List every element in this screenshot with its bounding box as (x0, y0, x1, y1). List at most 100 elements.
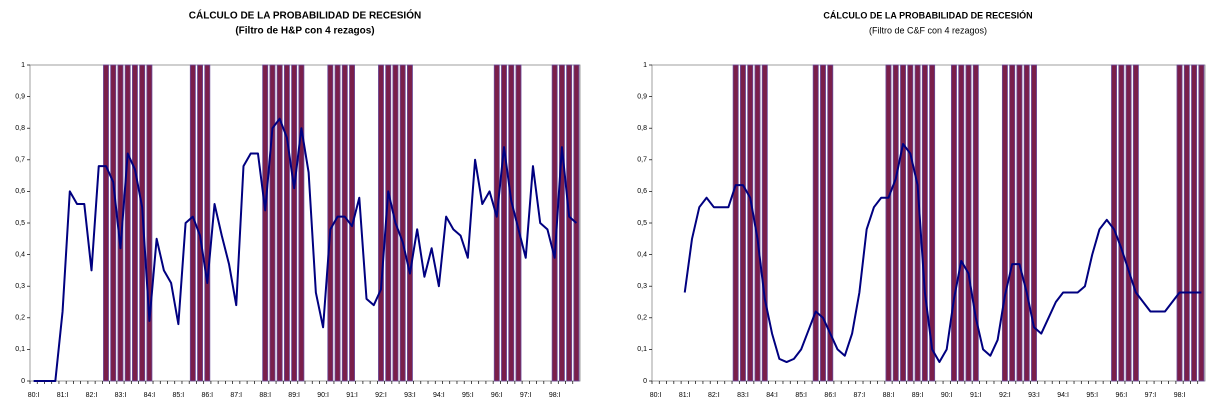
x-tick-label: 83:I (115, 392, 127, 399)
y-tick-label: 0,1 (637, 346, 647, 353)
recession-bar (761, 64, 768, 382)
y-tick-label: 0,5 (637, 220, 647, 227)
x-tick-label: 82:I (86, 392, 98, 399)
x-tick-label: 81:I (679, 392, 691, 399)
x-tick-label: 94:I (433, 392, 445, 399)
chart-subtitle: (Filtro de C&F con 4 rezagos) (869, 25, 987, 35)
y-tick-label: 0,1 (15, 346, 25, 353)
x-tick-label: 82:I (708, 392, 720, 399)
recession-bar (1183, 64, 1190, 382)
recession-bar (276, 64, 283, 382)
recession-bar (1125, 64, 1132, 382)
recession-bar (965, 64, 972, 382)
x-tick-label: 83:I (737, 392, 749, 399)
recession-bar (399, 64, 406, 382)
recession-bar (1111, 64, 1117, 382)
recession-bar (334, 64, 341, 382)
y-tick-label: 0,2 (15, 315, 25, 322)
recession-bar (1118, 64, 1125, 382)
x-tick-label: 80:I (650, 392, 662, 399)
y-tick-label: 0 (643, 378, 647, 385)
recession-bar (283, 64, 290, 382)
x-tick-label: 90:I (941, 392, 953, 399)
recession-bar (1031, 64, 1037, 382)
x-tick-label: 81:I (57, 392, 69, 399)
recession-bar (740, 64, 746, 382)
x-tick-label: 97:I (1145, 392, 1157, 399)
recession-bar (269, 64, 276, 382)
x-tick-label: 86:I (201, 392, 213, 399)
recession-bar (972, 64, 979, 382)
recession-bar (1176, 64, 1183, 382)
x-tick-label: 95:I (1086, 392, 1098, 399)
recession-bar (958, 64, 965, 382)
x-tick-label: 98:I (549, 392, 561, 399)
recession-bar (1001, 64, 1008, 382)
x-tick-label: 88:I (259, 392, 271, 399)
y-tick-label: 0,8 (15, 125, 25, 132)
recession-bar (827, 64, 834, 382)
recession-bar (298, 64, 305, 382)
probability-line (683, 143, 1202, 364)
y-tick-label: 0,5 (15, 220, 25, 227)
chart-subtitle: (Filtro de H&P con 4 rezagos) (235, 26, 374, 37)
recession-bar (501, 64, 507, 382)
recession-bar (1009, 64, 1016, 382)
recession-bar (951, 64, 957, 382)
recession-bar (139, 64, 146, 382)
y-tick-label: 0,4 (15, 251, 25, 258)
x-tick-label: 94:I (1057, 392, 1069, 399)
x-tick-label: 90:I (317, 392, 329, 399)
y-tick-label: 0 (21, 378, 25, 385)
recession-bar (132, 64, 138, 382)
y-tick-label: 0,9 (15, 93, 25, 100)
x-tick-label: 89:I (288, 392, 300, 399)
recession-bar (508, 64, 515, 382)
y-tick-label: 0,3 (637, 283, 647, 290)
recession-bar (747, 64, 754, 382)
recession-bar (407, 64, 413, 382)
x-tick-label: 84:I (144, 392, 156, 399)
x-tick-label: 86:I (824, 392, 836, 399)
x-tick-label: 87:I (854, 392, 866, 399)
x-tick-label: 80:I (28, 392, 40, 399)
x-tick-label: 92:I (375, 392, 387, 399)
x-tick-label: 89:I (912, 392, 924, 399)
x-tick-label: 95:I (462, 392, 474, 399)
recession-bar (146, 64, 153, 382)
recession-bar (378, 64, 384, 382)
x-tick-label: 96:I (1115, 392, 1127, 399)
recession-bar (327, 64, 334, 382)
x-tick-label: 93:I (1028, 392, 1040, 399)
recession-bar (732, 64, 739, 382)
recession-bar (566, 64, 573, 382)
y-tick-label: 0,3 (15, 283, 25, 290)
recession-bar (907, 64, 914, 382)
recession-bar (921, 64, 928, 382)
y-tick-label: 0,9 (637, 93, 647, 100)
chart-title: CÁLCULO DE LA PROBABILIDAD DE RECESIÓN (823, 9, 1032, 20)
recession-bar (573, 64, 580, 382)
recession-bar (341, 64, 348, 382)
recession-bar (262, 64, 269, 382)
recession-bar (493, 64, 500, 382)
recession-bar (558, 64, 565, 382)
x-tick-label: 93:I (404, 392, 416, 399)
y-tick-label: 0,6 (15, 188, 25, 195)
y-tick-label: 0,6 (637, 188, 647, 195)
x-tick-label: 84:I (766, 392, 778, 399)
y-tick-label: 0,8 (637, 125, 647, 132)
recession-bar (1016, 64, 1023, 382)
recession-bar (1191, 64, 1198, 382)
recession-bar (885, 64, 892, 382)
recession-bar (103, 64, 109, 382)
recession-bar (812, 64, 819, 382)
y-tick-label: 0,7 (15, 157, 25, 164)
x-tick-label: 85:I (795, 392, 807, 399)
recession-bar (291, 64, 298, 382)
x-tick-label: 88:I (883, 392, 895, 399)
recession-bar (197, 64, 203, 382)
x-tick-label: 92:I (999, 392, 1011, 399)
x-tick-label: 91:I (970, 392, 982, 399)
